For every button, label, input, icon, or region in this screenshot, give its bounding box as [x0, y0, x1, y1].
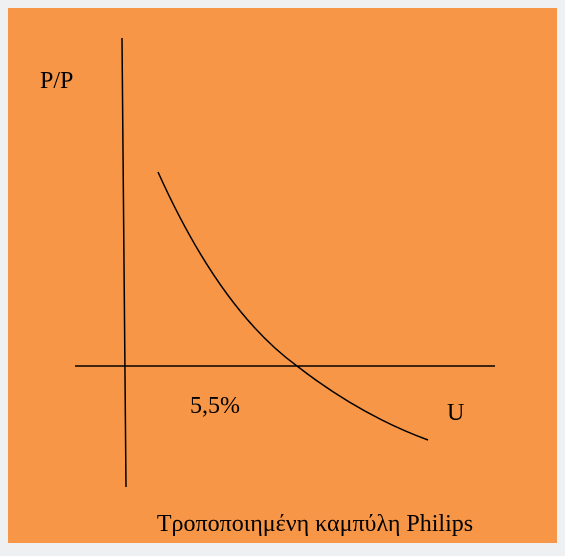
y-axis-label: P/P	[40, 68, 73, 94]
x-axis-label: U	[447, 400, 464, 426]
phillips-curve	[157, 171, 429, 441]
panel	[8, 8, 557, 543]
point-label: 5,5%	[190, 393, 240, 419]
caption: Τροποποιημένη καμπύλη Philips	[157, 511, 473, 537]
vertical-axis	[121, 37, 127, 488]
